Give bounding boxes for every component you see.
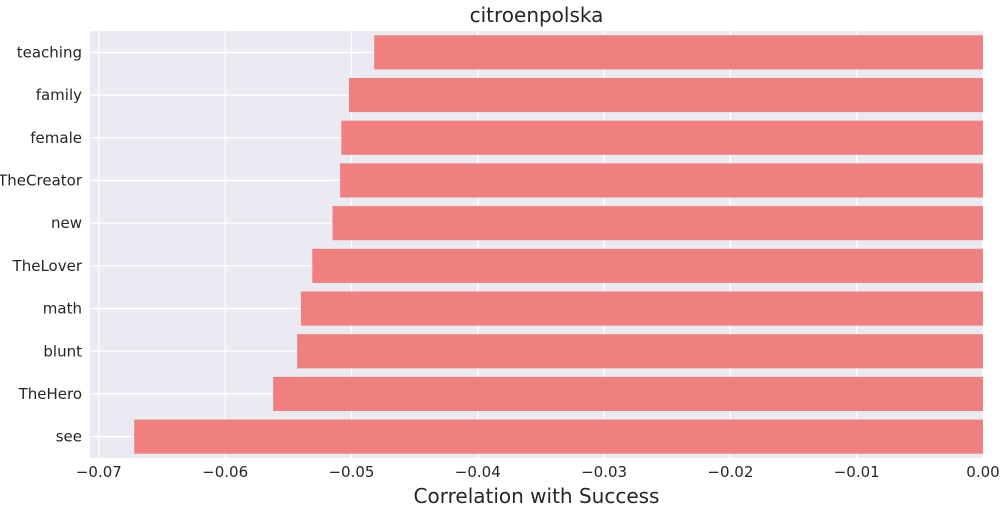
x-tick-label: 0.00 [966,463,999,481]
bar-TheHero [273,376,983,412]
x-axis-label: Correlation with Success [414,484,660,508]
y-tick-label: blunt [43,342,82,360]
x-tick-label: −0.05 [328,463,374,481]
y-tick-label: new [51,214,82,232]
x-tick-label: −0.03 [581,463,627,481]
y-tick-label: teaching [17,43,82,61]
x-tick-label: −0.07 [76,463,122,481]
x-tick-labels: −0.07 −0.06 −0.05 −0.04 −0.03 −0.02 −0.01 0.00 [76,463,1000,481]
y-tick-label: TheCreator [0,171,83,189]
bar-teaching [374,35,983,70]
x-tick-label: −0.01 [834,463,880,481]
y-tick-label: see [56,428,82,446]
y-tick-label: TheHero [18,385,82,403]
bar-math [300,291,983,326]
y-tick-label: TheLover [12,257,83,275]
x-tick-label: −0.06 [202,463,248,481]
bar-see [134,419,984,454]
chart-title: citroenpolska [470,3,604,27]
bars [134,35,984,454]
bar-new [332,206,983,241]
bar-TheCreator [340,163,983,198]
x-tick-label: −0.04 [455,463,501,481]
y-tick-label: family [36,86,82,104]
x-tick-label: −0.02 [707,463,753,481]
y-tick-label: female [30,129,82,147]
bar-TheLover [312,248,983,283]
bar-female [341,120,983,155]
bar-family [348,77,983,113]
y-tick-labels: teaching family female TheCreator new TheLove… [0,43,83,445]
y-tick-label: math [43,300,82,318]
bar-blunt [297,334,983,369]
